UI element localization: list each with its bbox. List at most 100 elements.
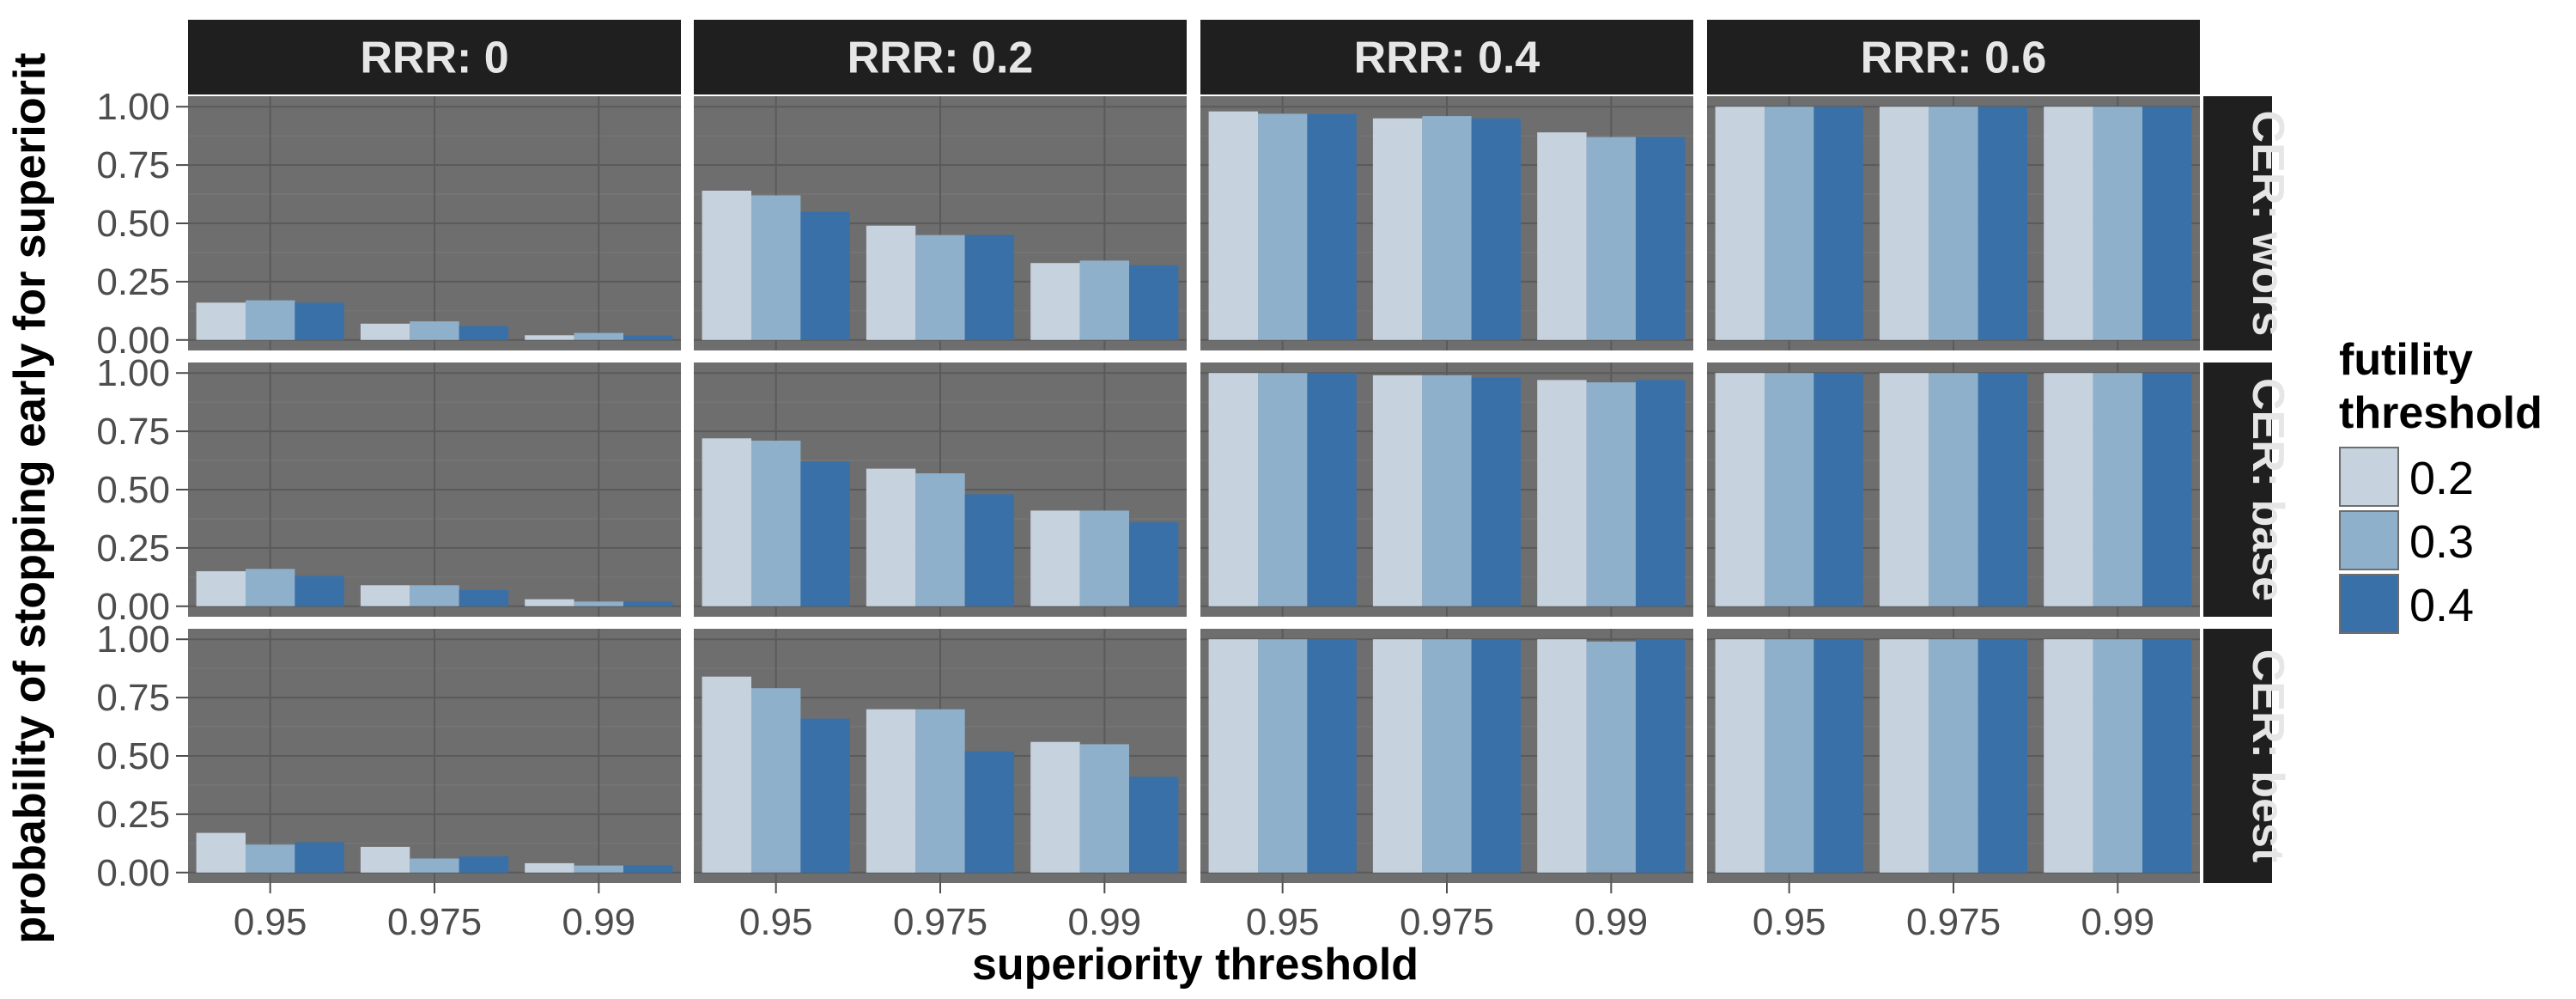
bar-0.2	[2044, 373, 2093, 606]
bar-0.4	[1978, 373, 2028, 606]
bar-0.4	[2142, 373, 2192, 606]
bar-0.2	[1715, 639, 1765, 873]
bar-0.4	[459, 856, 509, 873]
bar-0.2	[360, 585, 410, 606]
bar-0.3	[1258, 639, 1308, 873]
bar-0.3	[1258, 373, 1308, 606]
legend-label: 0.3	[2409, 516, 2474, 568]
x-tick-label: 0.975	[1400, 901, 1494, 943]
row-strip	[2203, 96, 2272, 350]
column-strip-label: RRR: 0.4	[1354, 34, 1540, 83]
y-tick-label: 0.50	[96, 735, 170, 777]
bar-0.4	[623, 601, 673, 606]
x-tick-label: 0.95	[739, 901, 813, 943]
bar-0.3	[1929, 107, 1978, 340]
bar-0.4	[1978, 639, 2028, 873]
bar-0.3	[2093, 107, 2142, 340]
x-tick-label: 0.975	[893, 901, 987, 943]
bar-0.2	[1879, 107, 1929, 340]
bar-0.2	[1537, 132, 1587, 340]
y-axis-title: probability of stopping early for superi…	[5, 52, 55, 943]
bar-0.4	[1814, 373, 1863, 606]
row-strip-label: CER: best	[2243, 649, 2293, 862]
bar-0.2	[525, 599, 574, 606]
bar-0.2	[196, 832, 246, 873]
bar-0.4	[800, 461, 850, 606]
bar-0.2	[2044, 107, 2093, 340]
bar-0.4	[800, 211, 850, 340]
bar-0.2	[525, 862, 574, 873]
bar-0.2	[2044, 639, 2093, 873]
bar-0.3	[410, 321, 459, 340]
bar-0.2	[1537, 639, 1587, 873]
bar-0.3	[1929, 373, 1978, 606]
bar-0.3	[915, 709, 965, 873]
column-strip	[188, 20, 681, 94]
legend-key-swatch	[2341, 576, 2397, 632]
bar-0.3	[574, 865, 623, 873]
bar-0.2	[866, 468, 916, 606]
y-tick-label: 0.00	[96, 852, 170, 894]
bar-0.3	[574, 332, 623, 340]
bar-0.2	[702, 438, 751, 606]
bar-0.4	[1129, 265, 1179, 340]
y-tick-label: 0.75	[96, 677, 170, 719]
bar-0.2	[196, 302, 246, 340]
bar-0.4	[964, 235, 1015, 340]
x-tick-label: 0.95	[1246, 901, 1320, 943]
bar-0.4	[1471, 377, 1522, 606]
bar-0.4	[800, 718, 850, 873]
column-strip	[694, 20, 1187, 94]
bar-0.4	[1978, 107, 2028, 340]
x-tick-label: 0.975	[387, 901, 482, 943]
bar-0.4	[295, 302, 344, 340]
x-tick-label: 0.95	[234, 901, 307, 943]
bar-0.2	[1715, 373, 1765, 606]
bar-0.4	[1636, 380, 1686, 606]
y-tick-label: 0.25	[96, 794, 170, 836]
y-tick-label: 1.00	[96, 618, 170, 661]
y-tick-label: 0.25	[96, 527, 170, 570]
bar-0.3	[1079, 510, 1129, 606]
bar-0.2	[196, 571, 246, 606]
bar-0.4	[964, 751, 1015, 873]
bar-0.3	[915, 473, 965, 606]
bar-0.4	[2142, 107, 2192, 340]
bar-0.3	[1422, 375, 1472, 606]
bar-0.4	[1307, 113, 1357, 340]
bar-0.2	[1030, 263, 1080, 340]
y-tick-label: 0.00	[96, 320, 170, 362]
bar-0.3	[2093, 639, 2142, 873]
legend-title: futility	[2339, 335, 2473, 385]
row-strip-label: CER: base	[2243, 378, 2293, 601]
bar-0.4	[2142, 639, 2192, 873]
bar-0.3	[751, 688, 801, 873]
column-strip	[1707, 20, 2200, 94]
bar-0.4	[295, 576, 344, 606]
bar-0.2	[1372, 639, 1423, 873]
y-tick-label: 0.50	[96, 469, 170, 511]
bar-0.2	[702, 676, 751, 873]
bar-0.2	[866, 709, 916, 873]
bar-0.4	[459, 589, 509, 606]
column-strip-label: RRR: 0.6	[1861, 34, 2047, 83]
y-tick-label: 1.00	[96, 86, 170, 128]
legend-key-swatch	[2341, 512, 2397, 569]
legend-title: threshold	[2339, 388, 2543, 438]
x-tick-label: 0.99	[1068, 901, 1142, 943]
bar-0.2	[1030, 510, 1080, 606]
bar-0.4	[623, 865, 673, 873]
bar-0.2	[1537, 380, 1587, 606]
bar-0.3	[751, 195, 801, 340]
bar-0.2	[525, 335, 574, 340]
bar-0.4	[964, 494, 1015, 606]
column-strip	[1200, 20, 1693, 94]
bar-0.3	[1586, 641, 1636, 873]
bar-0.2	[1879, 639, 1929, 873]
x-tick-label: 0.99	[562, 901, 636, 943]
y-tick-label: 0.75	[96, 411, 170, 453]
bar-0.2	[1879, 373, 1929, 606]
bar-0.3	[246, 300, 295, 340]
